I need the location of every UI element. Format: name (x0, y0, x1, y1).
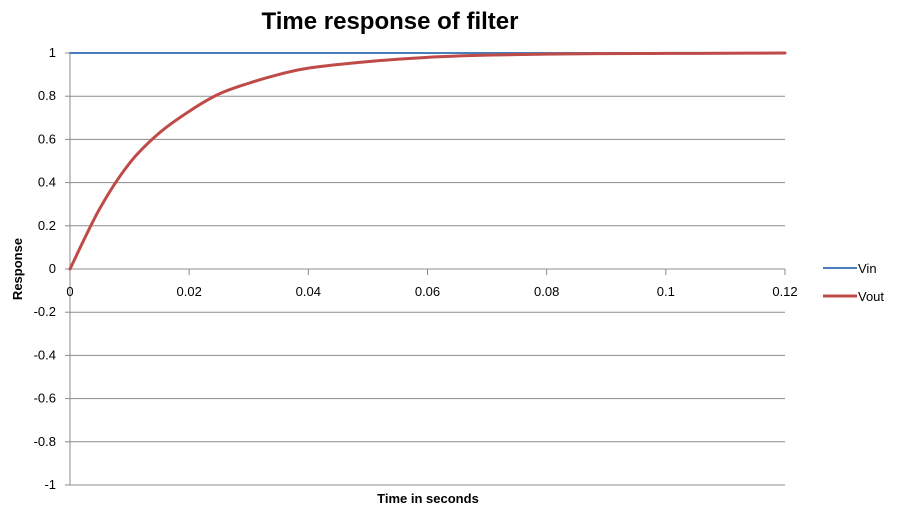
legend-label-vout: Vout (858, 289, 884, 304)
y-tick-label: 0.2 (38, 218, 56, 233)
y-tick-label: 0.4 (38, 175, 56, 190)
x-axis-label: Time in seconds (377, 491, 479, 506)
y-tick-label: 0.8 (38, 88, 56, 103)
x-tick-label: 0.08 (534, 284, 559, 299)
x-tick-label: 0.06 (415, 284, 440, 299)
y-tick-label: 0 (49, 261, 56, 276)
x-tick-label: 0.12 (772, 284, 797, 299)
series-lines (68, 51, 787, 271)
y-tick-label: -0.6 (34, 391, 56, 406)
y-tick-label: -0.8 (34, 434, 56, 449)
x-tick-label: 0 (66, 284, 73, 299)
legend: Vin Vout (823, 261, 884, 304)
y-tick-label: -0.4 (34, 347, 56, 362)
axes (65, 52, 786, 486)
x-tick-label: 0.04 (296, 284, 321, 299)
chart-title: Time response of filter (262, 8, 519, 35)
x-tick-label: 0.02 (177, 284, 202, 299)
y-tick-labels: 1 0.8 0.6 0.4 0.2 0 -0.2 -0.4 -0.6 -0.8 -1 (34, 45, 56, 492)
legend-label-vin: Vin (858, 261, 877, 276)
y-axis-label: Response (10, 238, 25, 300)
y-tick-label: -1 (44, 477, 56, 492)
y-tick-label: 1 (49, 45, 56, 60)
x-tick-label: 0.1 (657, 284, 675, 299)
x-tick-labels: 0 0.02 0.04 0.06 0.08 0.1 0.12 (66, 284, 797, 299)
series-line-vout (68, 51, 787, 271)
y-tick-label: 0.6 (38, 131, 56, 146)
y-tick-label: -0.2 (34, 304, 56, 319)
